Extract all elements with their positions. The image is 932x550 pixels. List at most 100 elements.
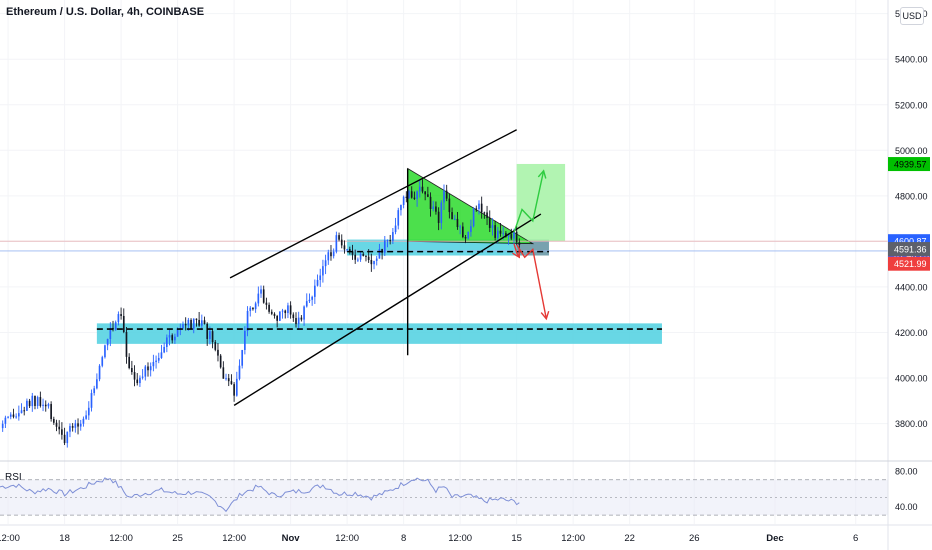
candle-body — [26, 400, 28, 411]
candle-body — [421, 186, 424, 192]
candle-body — [276, 316, 278, 321]
candle-body — [448, 198, 451, 213]
currency-button[interactable]: USD — [900, 7, 924, 25]
candle-body — [502, 233, 505, 235]
candle-body — [9, 414, 12, 417]
candle-body — [195, 318, 198, 320]
rsi-line — [0, 477, 520, 513]
candle-body — [338, 235, 340, 240]
candle-body — [348, 249, 351, 252]
rsi-label: RSI — [5, 472, 22, 483]
candle-body — [171, 335, 174, 341]
candle-body — [451, 212, 453, 220]
candle-body — [365, 255, 367, 257]
y-tick-label: 4000.00 — [895, 374, 928, 384]
candle-body — [120, 314, 122, 316]
candle-body — [488, 218, 491, 228]
candle-body — [163, 346, 165, 353]
candle-body — [505, 233, 507, 237]
candle-body — [362, 253, 365, 256]
x-tick-label: 26 — [689, 533, 700, 544]
candle-body — [42, 404, 44, 406]
candle-body — [462, 226, 464, 238]
candle-body — [303, 306, 305, 320]
candle-body — [1, 423, 4, 429]
candle-body — [23, 410, 26, 412]
x-tick-label: 6 — [853, 533, 858, 544]
candle-body — [510, 234, 513, 239]
candle-body — [4, 417, 7, 424]
candle-body — [93, 388, 96, 394]
candle-body — [190, 319, 192, 329]
candle-body — [459, 226, 461, 228]
candle-body — [265, 302, 268, 305]
candle-body — [464, 237, 467, 239]
candle-body — [106, 338, 109, 346]
candle-body — [322, 266, 324, 276]
candle-body — [79, 423, 82, 427]
candle-body — [324, 260, 327, 267]
candle-body — [440, 202, 443, 223]
candle-body — [184, 324, 187, 326]
candle-body — [408, 191, 410, 198]
bearish-arrow — [516, 244, 547, 319]
candle-body — [174, 336, 176, 341]
candle-body — [128, 356, 130, 369]
candle-body — [244, 330, 246, 350]
y-tick-label: 4200.00 — [895, 328, 928, 338]
candle-body — [63, 434, 66, 444]
candle-body — [427, 194, 429, 197]
candle-body — [219, 355, 222, 368]
candle-body — [416, 191, 418, 199]
candle-body — [50, 404, 52, 419]
candle-body — [203, 320, 206, 324]
candle-body — [192, 318, 195, 329]
rsi-tick-label: 40.00 — [895, 502, 918, 512]
candle-body — [346, 249, 348, 251]
candle-body — [230, 381, 233, 385]
candle-body — [429, 196, 432, 210]
x-tick-label: 12:00 — [448, 533, 472, 544]
grid — [0, 0, 888, 524]
candle-body — [367, 256, 370, 261]
candle-body — [85, 415, 87, 419]
target-box — [516, 163, 566, 242]
candle-body — [335, 235, 338, 252]
x-tick-label: 12:00 — [109, 533, 133, 544]
candle-body — [383, 240, 386, 253]
candle-body — [386, 240, 389, 242]
candle-body — [246, 310, 249, 331]
candle-body — [378, 249, 381, 259]
candle-body — [402, 196, 405, 205]
x-tick-label: 12:00 — [222, 533, 246, 544]
candle-body — [241, 349, 244, 366]
candle-body — [281, 310, 284, 312]
candle-body — [456, 218, 459, 227]
candle-body — [227, 378, 230, 382]
y-tick-label: 4800.00 — [895, 191, 928, 201]
candle-body — [287, 305, 289, 314]
x-tick-label: 12:00 — [335, 533, 359, 544]
candle-body — [125, 331, 128, 357]
x-tick-label: 8 — [401, 533, 406, 544]
candle-body — [141, 376, 144, 378]
candle-body — [305, 301, 308, 307]
y-tick-label: 3800.00 — [895, 419, 928, 429]
x-tick-label: 18 — [59, 533, 70, 544]
y-tick-label: 5400.00 — [895, 55, 928, 65]
candle-body — [131, 368, 133, 373]
candle-body — [90, 393, 93, 408]
candle-body — [31, 395, 34, 407]
candle-body — [292, 314, 295, 319]
candle-body — [200, 320, 203, 326]
candle-body — [351, 251, 354, 255]
candle-body — [136, 379, 139, 384]
candle-body — [222, 367, 225, 379]
candle-body — [410, 191, 413, 198]
candle-body — [82, 418, 85, 424]
candle-body — [257, 293, 260, 304]
candle-body — [71, 426, 74, 428]
candle-body — [87, 407, 90, 416]
x-tick-label: Nov — [282, 533, 301, 544]
